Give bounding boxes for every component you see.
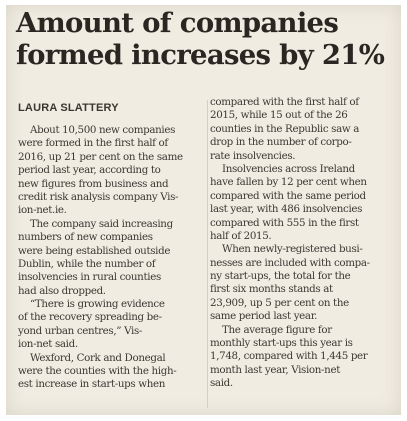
article-text-line: About 10,500 new companies bbox=[30, 124, 176, 136]
newspaper-clipping: Amount of companies formed increases by … bbox=[6, 5, 401, 415]
article-text-line: monthly start-ups this year is bbox=[210, 337, 353, 350]
article-text-line: ion-net said. bbox=[18, 338, 78, 351]
article-text-line: numbers of new companies bbox=[18, 231, 153, 244]
article-text-line: 23,909, up 5 per cent on the bbox=[210, 296, 349, 309]
article-text-line: first six months stands at bbox=[210, 283, 333, 296]
article-text-line: 1,748, compared with 1,445 per bbox=[210, 350, 368, 363]
article-text-line: nesses are included with compa- bbox=[210, 256, 370, 269]
article-text-line: The average figure for bbox=[222, 323, 332, 336]
article-text-line: compared with the same period bbox=[210, 189, 366, 202]
article-text-line: When newly-registered busi- bbox=[222, 243, 363, 256]
article-text-line: were the counties with the high- bbox=[18, 365, 177, 378]
article-text-line: were formed in the first half of bbox=[18, 137, 168, 150]
article-column-right: compared with the first half of 2015, whi… bbox=[210, 96, 394, 391]
article-text-line: month last year, Vision-net bbox=[210, 363, 341, 376]
article-text-line: rate insolvencies. bbox=[210, 149, 296, 162]
article-text-line: said. bbox=[210, 377, 233, 390]
article-text-line: Insolvencies across Ireland bbox=[222, 162, 355, 175]
headline: Amount of companies formed increases by … bbox=[16, 7, 396, 71]
column-divider bbox=[207, 100, 208, 408]
article-text-line: period last year, according to bbox=[18, 164, 161, 177]
article-text-line: of the recovery spreading be- bbox=[18, 311, 162, 324]
article-column-left: About 10,500 new companies were formed in… bbox=[18, 124, 204, 392]
article-text-line: credit risk analysis company Vis- bbox=[18, 190, 179, 203]
article-text-line: were being established outside bbox=[18, 244, 171, 257]
article-text-line: new figures from business and bbox=[18, 177, 169, 190]
byline: LAURA SLATTERY bbox=[18, 102, 119, 114]
article-text-line: 2015, while 15 out of the 26 bbox=[210, 109, 348, 122]
article-text-line: The company said increasing bbox=[30, 217, 173, 230]
article-text-line: “There is growing evidence bbox=[30, 298, 165, 311]
article-text-line: compared with the first half of bbox=[210, 96, 359, 108]
article-text-line: had also dropped. bbox=[18, 284, 106, 297]
article-text-line: last year, with 486 insolvencies bbox=[210, 203, 363, 216]
article-text-line: Dublin, while the number of bbox=[18, 257, 156, 270]
article-text-line: yond urban centres,” Vis- bbox=[18, 324, 143, 337]
article-text-line: insolvencies in rural counties bbox=[18, 271, 161, 284]
article-text-line: same period last year. bbox=[210, 310, 318, 323]
headline-line-2: formed increases by 21% bbox=[16, 39, 385, 71]
article-text-line: Wexford, Cork and Donegal bbox=[30, 351, 166, 364]
article-text-line: drop in the number of corpo- bbox=[210, 136, 352, 149]
article-text-line: 2016, up 21 per cent on the same bbox=[18, 150, 183, 163]
article-text-line: est increase in start-ups when bbox=[18, 378, 166, 391]
article-text-line: have fallen by 12 per cent when bbox=[210, 176, 367, 189]
headline-line-1: Amount of companies bbox=[16, 7, 339, 39]
article-text-line: compared with 555 in the first bbox=[210, 216, 359, 229]
article-text-line: ion-net.ie. bbox=[18, 204, 67, 217]
article-text-line: counties in the Republic saw a bbox=[210, 122, 360, 135]
article-text-line: ny start-ups, the total for the bbox=[210, 270, 351, 283]
article-text-line: half of 2015. bbox=[210, 229, 272, 242]
